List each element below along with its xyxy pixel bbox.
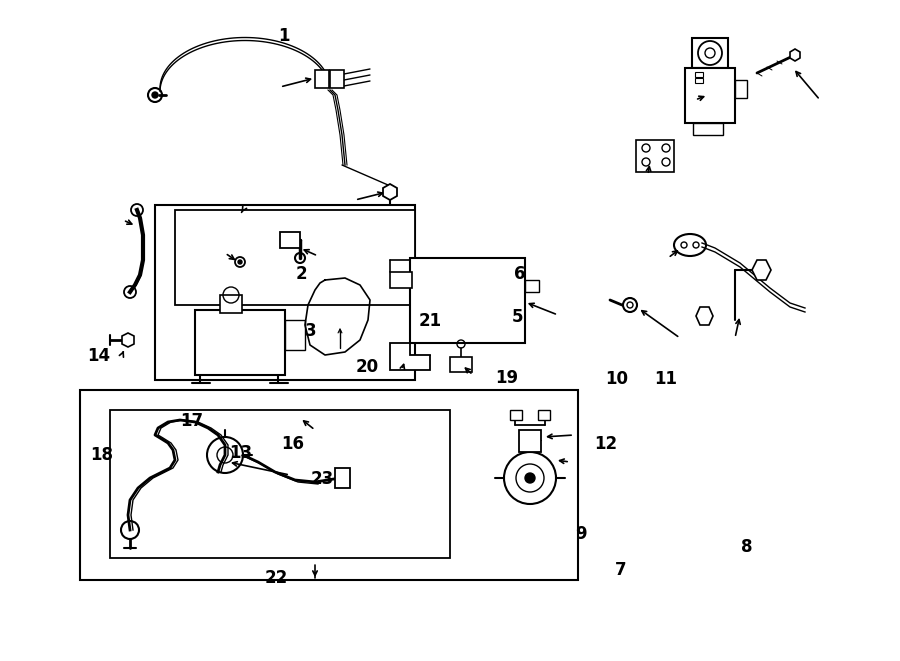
Text: 16: 16 [281,435,304,453]
Polygon shape [383,184,397,200]
Circle shape [152,92,158,98]
Text: 1: 1 [278,27,289,46]
Bar [450,357,472,372]
Ellipse shape [674,234,706,256]
Bar [685,68,735,123]
Text: 10: 10 [605,370,628,389]
Polygon shape [790,49,800,61]
Text: 11: 11 [654,370,678,389]
Bar [519,430,541,452]
Bar [692,38,728,68]
Text: 5: 5 [512,308,523,327]
Bar [315,70,329,88]
Polygon shape [390,343,430,370]
Text: 22: 22 [265,569,288,588]
Bar [80,390,578,580]
Text: 15: 15 [224,332,248,351]
Text: 7: 7 [616,561,626,579]
Text: 23: 23 [310,470,334,488]
Polygon shape [122,333,134,347]
Bar [195,310,285,375]
Bar [695,72,703,77]
Text: 19: 19 [495,369,518,387]
Text: 20: 20 [356,358,379,376]
Text: 14: 14 [87,346,111,365]
Bar [695,78,703,83]
Text: 6: 6 [515,265,526,284]
Circle shape [238,260,242,264]
Bar [538,410,550,420]
Text: 13: 13 [229,444,252,462]
Text: 12: 12 [594,435,617,453]
Bar [220,295,242,313]
Circle shape [525,473,535,483]
Bar [110,410,450,558]
Bar [390,272,412,288]
Bar [735,80,747,98]
Bar [330,70,344,88]
Bar [636,140,674,172]
Bar [175,210,415,305]
Bar [410,258,525,343]
Bar [693,123,723,135]
Text: 2: 2 [296,265,307,284]
Text: 9: 9 [575,525,586,543]
Text: 17: 17 [180,412,203,430]
Text: 21: 21 [418,311,442,330]
Bar [285,320,305,350]
Bar [335,468,350,488]
Text: 4: 4 [260,318,271,336]
Text: 3: 3 [305,321,316,340]
Bar [510,410,522,420]
Text: 18: 18 [90,446,113,464]
Polygon shape [696,307,713,325]
Bar [280,232,300,248]
Text: 8: 8 [742,538,752,557]
Bar [525,280,539,292]
Polygon shape [752,260,771,280]
Bar [155,205,415,380]
